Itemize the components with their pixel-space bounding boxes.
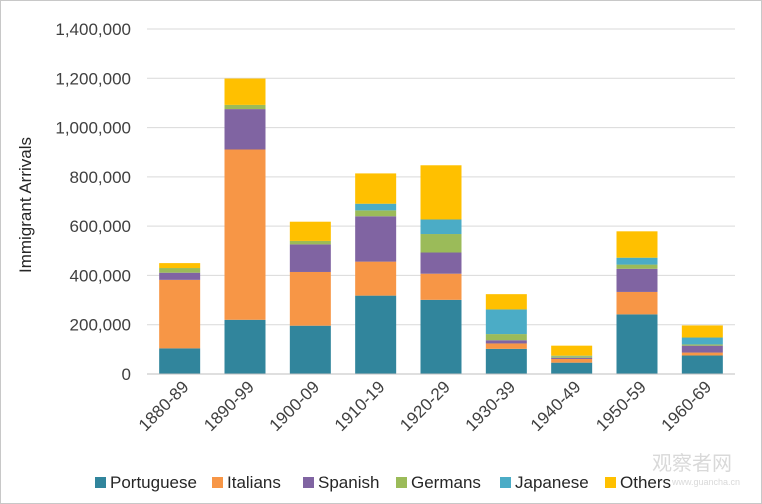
bar-italians-1900-09 xyxy=(289,271,331,326)
legend-label-italians: Italians xyxy=(227,473,281,492)
legend-swatch-spanish xyxy=(303,477,314,488)
legend-label-spanish: Spanish xyxy=(318,473,379,492)
bar-others-1950-59 xyxy=(616,231,658,258)
y-tick-label: 200,000 xyxy=(70,316,131,335)
x-tick-label: 1960-69 xyxy=(658,377,716,435)
bar-germans-1920-29 xyxy=(420,234,462,253)
bar-portuguese-1940-49 xyxy=(551,362,593,374)
x-tick-label: 1930-39 xyxy=(462,377,520,435)
y-tick-label: 1,400,000 xyxy=(55,20,131,39)
watermark-text: 观察者网 xyxy=(652,452,732,475)
watermark-url: www.guancha.cn xyxy=(671,477,740,487)
bar-japanese-1910-19 xyxy=(355,203,397,211)
bar-portuguese-1930-39 xyxy=(485,348,527,374)
bar-spanish-1940-49 xyxy=(551,357,593,359)
bar-spanish-1880-89 xyxy=(159,272,201,280)
bar-others-1930-39 xyxy=(485,294,527,310)
y-tick-label: 0 xyxy=(122,365,131,384)
y-tick-label: 1,000,000 xyxy=(55,119,131,138)
legend-label-portuguese: Portuguese xyxy=(110,473,197,492)
bar-italians-1920-29 xyxy=(420,273,462,300)
bar-germans-1910-19 xyxy=(355,210,397,217)
bar-italians-1890-99 xyxy=(224,149,266,320)
bar-germans-1880-89 xyxy=(159,268,201,273)
bar-portuguese-1960-69 xyxy=(681,355,723,374)
x-tick-label: 1880-89 xyxy=(135,377,193,435)
bar-portuguese-1900-09 xyxy=(289,325,331,374)
bar-portuguese-1910-19 xyxy=(355,295,397,374)
bar-italians-1950-59 xyxy=(616,291,658,315)
bar-germans-1930-39 xyxy=(485,334,527,341)
bar-germans-1940-49 xyxy=(551,356,593,358)
legend-swatch-others xyxy=(605,477,616,488)
bar-others-1910-19 xyxy=(355,173,397,204)
y-axis-label: Immigrant Arrivals xyxy=(16,137,35,273)
bar-japanese-1920-29 xyxy=(420,219,462,235)
bar-others-1900-09 xyxy=(289,221,331,241)
x-tick-label: 1940-49 xyxy=(527,377,585,435)
bar-spanish-1900-09 xyxy=(289,244,331,272)
bar-germans-1890-99 xyxy=(224,104,266,110)
bar-portuguese-1920-29 xyxy=(420,299,462,374)
bar-italians-1940-49 xyxy=(551,358,593,363)
legend-swatch-portuguese xyxy=(95,477,106,488)
bar-japanese-1960-69 xyxy=(681,337,723,345)
x-tick-label: 1910-19 xyxy=(331,377,389,435)
legend-swatch-germans xyxy=(396,477,407,488)
bar-japanese-1950-59 xyxy=(616,257,658,265)
bar-others-1960-69 xyxy=(681,325,723,338)
bar-others-1880-89 xyxy=(159,263,201,269)
x-axis-ticks: 1880-89 1890-99 1900-09 1910-19 1920-29 1930-… xyxy=(135,377,715,435)
bar-portuguese-1950-59 xyxy=(616,314,658,374)
legend-label-japanese: Japanese xyxy=(515,473,589,492)
bar-portuguese-1880-89 xyxy=(159,348,201,374)
bar-spanish-1910-19 xyxy=(355,216,397,262)
x-tick-label: 1890-99 xyxy=(200,377,258,435)
bar-spanish-1960-69 xyxy=(681,345,723,353)
legend: Portuguese Italians Spanish Germans Japanese… xyxy=(95,473,671,492)
x-tick-label: 1920-29 xyxy=(396,377,454,435)
bar-spanish-1920-29 xyxy=(420,252,462,274)
y-tick-label: 400,000 xyxy=(70,266,131,285)
legend-swatch-japanese xyxy=(500,477,511,488)
bar-germans-1900-09 xyxy=(289,240,331,245)
y-axis-ticks: 0 200,000 400,000 600,000 800,000 1,000,000 1,… xyxy=(55,20,131,384)
bar-italians-1880-89 xyxy=(159,279,201,349)
bar-japanese-1930-39 xyxy=(485,309,527,335)
bar-germans-1950-59 xyxy=(616,264,658,269)
legend-label-germans: Germans xyxy=(411,473,481,492)
bar-italians-1910-19 xyxy=(355,261,397,296)
bar-germans-1960-69 xyxy=(681,344,723,346)
y-tick-label: 1,200,000 xyxy=(55,69,131,88)
bar-portuguese-1890-99 xyxy=(224,319,266,374)
bar-italians-1960-69 xyxy=(681,352,723,356)
bar-others-1890-99 xyxy=(224,78,266,105)
x-tick-label: 1900-09 xyxy=(266,377,324,435)
y-tick-label: 800,000 xyxy=(70,168,131,187)
legend-swatch-italians xyxy=(212,477,223,488)
legend-label-others: Others xyxy=(620,473,671,492)
bar-italians-1930-39 xyxy=(485,343,527,349)
y-tick-label: 600,000 xyxy=(70,217,131,236)
bar-others-1940-49 xyxy=(551,345,593,356)
bar-spanish-1930-39 xyxy=(485,340,527,344)
bars xyxy=(159,78,723,374)
x-tick-label: 1950-59 xyxy=(592,377,650,435)
bar-others-1920-29 xyxy=(420,165,462,220)
bar-spanish-1890-99 xyxy=(224,109,266,150)
bar-spanish-1950-59 xyxy=(616,268,658,292)
